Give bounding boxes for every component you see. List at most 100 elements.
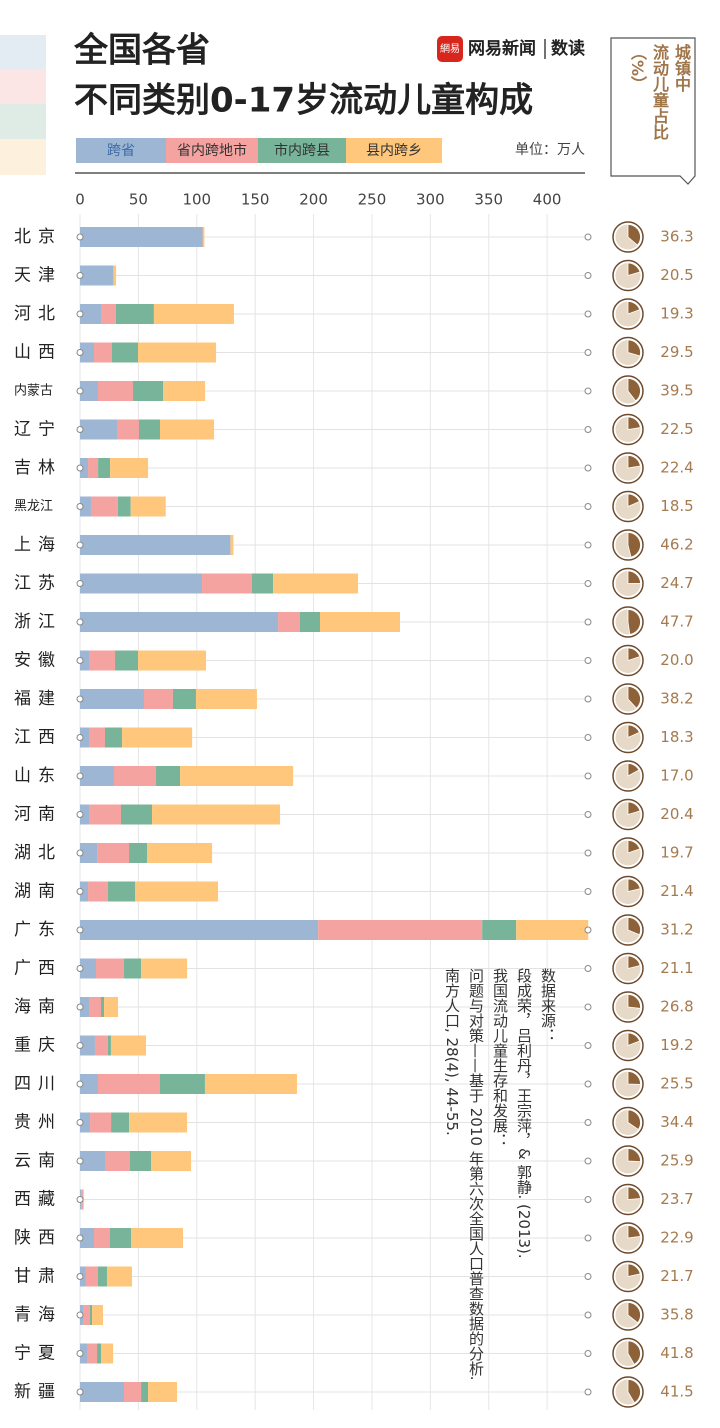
bar-segment — [131, 1228, 184, 1248]
bar-segment — [159, 419, 215, 440]
share-value-label: 26.8 — [660, 998, 693, 1016]
pie-wedge — [627, 1109, 641, 1131]
row-dot — [76, 657, 84, 664]
row-dot — [584, 1003, 592, 1011]
bar-segment — [80, 419, 118, 440]
row-dot — [584, 734, 592, 741]
row-dot — [584, 503, 592, 510]
y-tick-label: 宁夏 — [14, 1344, 62, 1364]
y-tick-label: 黑龙江 — [14, 499, 53, 514]
row-dot — [76, 1003, 84, 1011]
share-title-line: （%） — [628, 44, 647, 93]
bar-segment — [80, 1343, 88, 1364]
bar-segment — [80, 1151, 105, 1171]
source-line: 问题与对策——基于 2010 年第六次全国人口普查数据的分析. — [467, 968, 485, 1381]
row-dot — [76, 272, 84, 279]
pie-wedge — [627, 1263, 641, 1277]
row-dot — [584, 1196, 592, 1203]
row-dot — [584, 1234, 592, 1242]
row-dot — [76, 1119, 84, 1126]
y-tick-label: 海南 — [14, 997, 62, 1017]
y-tick-label: 辽宁 — [14, 420, 62, 440]
share-box — [610, 37, 696, 185]
bar-segment — [101, 1343, 114, 1364]
bar-segment — [110, 1228, 132, 1248]
row-dot — [584, 618, 592, 626]
logo-box — [437, 36, 463, 62]
row-dot — [584, 541, 592, 549]
bar-segment — [80, 458, 89, 478]
row-dot — [76, 1080, 84, 1088]
bar-segment — [90, 496, 118, 517]
bar-segment — [88, 650, 116, 671]
bar-segment — [230, 535, 234, 555]
pie-wedge — [627, 224, 641, 246]
row-dot — [584, 349, 592, 356]
row-dot — [584, 1388, 592, 1396]
bar-segment — [152, 804, 281, 825]
row-dot — [584, 272, 592, 279]
share-value-label: 24.7 — [660, 574, 693, 592]
bar-segment — [94, 1228, 111, 1248]
bar-segment — [80, 342, 95, 363]
source-line: 南方人口, 28(4), 44-55. — [443, 968, 461, 1136]
share-value-label: 19.3 — [660, 305, 693, 323]
source-line: 我国流动儿童生存和发展： — [491, 968, 509, 1148]
row-dot — [584, 657, 592, 664]
legend-swatch — [166, 138, 258, 163]
bar-segment — [115, 304, 154, 324]
x-tick-label: 0 — [75, 191, 85, 209]
bar-segment — [80, 689, 144, 709]
legend-swatch — [258, 138, 346, 163]
bar-segment — [80, 265, 114, 286]
row-dot — [584, 387, 592, 395]
deco-strip — [0, 139, 46, 175]
unit: 单位：万人 — [515, 142, 585, 158]
x-tick-label: 150 — [241, 191, 270, 209]
pie-wedge — [627, 378, 641, 402]
bar-segment — [147, 843, 213, 863]
row-dot — [76, 965, 84, 972]
bar-segment — [80, 804, 89, 825]
bar-segment — [97, 381, 134, 401]
bar-segment — [143, 689, 173, 709]
bar-segment — [130, 496, 166, 517]
y-tick-label: 重庆 — [14, 1036, 62, 1056]
bar-segment — [133, 381, 164, 401]
pie-wedge — [627, 1186, 641, 1200]
share-value-label: 20.5 — [660, 266, 693, 284]
share-title-line: 流动儿童占比 — [650, 44, 669, 140]
bar-segment — [117, 419, 139, 440]
y-tick-label: 内蒙古 — [14, 383, 53, 399]
pie-wedge — [627, 1302, 641, 1324]
bar-segment — [80, 304, 102, 324]
bar-segment — [80, 1382, 125, 1402]
pie-wedge — [627, 840, 641, 854]
bar-segment — [273, 573, 359, 594]
x-tick-label: 250 — [358, 191, 387, 209]
bar-segment — [94, 1035, 108, 1056]
bar-segment — [80, 650, 89, 671]
bar-segment — [80, 766, 114, 786]
y-tick-label: 云南 — [14, 1151, 62, 1171]
bar-segment — [101, 304, 116, 324]
legend: 跨省 省内跨地市 市内跨县 县内跨乡 — [76, 138, 442, 163]
bar-segment — [163, 381, 206, 401]
bar-segment — [90, 1305, 93, 1325]
pie-wedge — [627, 1032, 641, 1047]
bar-segment — [97, 1266, 107, 1287]
pie-wedge — [627, 801, 641, 816]
bar-segment — [124, 1382, 142, 1402]
pie-wedge — [627, 994, 641, 1009]
y-tick-label: 新疆 — [14, 1382, 62, 1402]
bar-segment — [80, 535, 231, 555]
share-value-label: 35.8 — [660, 1306, 693, 1324]
y-tick-label: 河南 — [14, 805, 62, 825]
row-dot — [76, 1042, 84, 1049]
bar-segment — [88, 997, 102, 1017]
y-tick-label: 江西 — [14, 728, 62, 748]
share-value-label: 22.4 — [660, 459, 693, 477]
bar-segment — [159, 1074, 205, 1094]
bar-segment — [138, 342, 217, 363]
bar-segment — [80, 958, 96, 979]
